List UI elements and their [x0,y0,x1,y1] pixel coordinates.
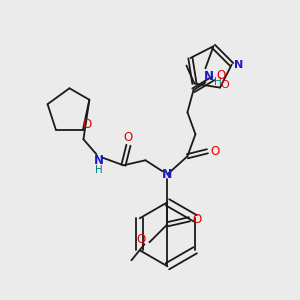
Text: O: O [217,69,226,82]
Text: O: O [137,233,146,246]
Text: O: O [124,131,133,144]
Text: O: O [193,213,202,226]
Text: N: N [162,168,172,181]
Text: H: H [94,165,102,175]
Text: O: O [82,118,92,131]
Text: H: H [214,77,221,87]
Text: N: N [93,154,103,167]
Text: O: O [211,145,220,158]
Text: O: O [220,80,230,90]
Text: N: N [203,70,213,83]
Text: N: N [234,60,243,70]
